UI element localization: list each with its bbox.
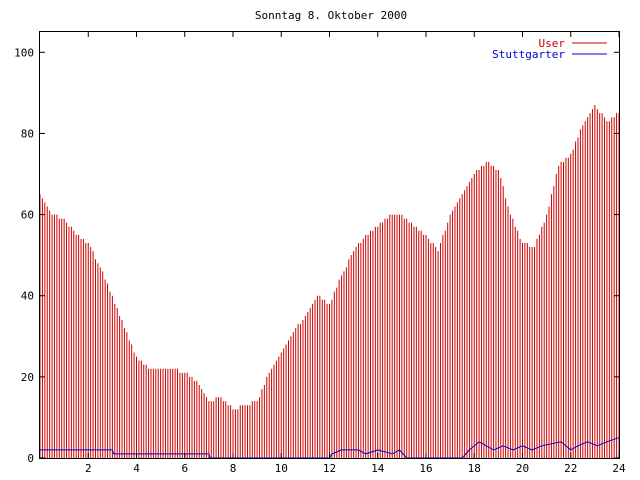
chart-title: Sonntag 8. Oktober 2000 xyxy=(255,9,407,22)
x-tick-label: 4 xyxy=(133,462,140,475)
y-tick-label: 0 xyxy=(27,452,34,465)
legend: User Stuttgarter xyxy=(492,37,607,61)
y-tick-label: 80 xyxy=(21,127,34,140)
y-tick-label: 100 xyxy=(14,46,34,59)
legend-label-stuttgarter: Stuttgarter xyxy=(492,48,565,61)
x-tick-label: 16 xyxy=(419,462,432,475)
x-tick-label: 14 xyxy=(371,462,385,475)
y-tick-label: 60 xyxy=(21,209,34,222)
x-tick-label: 12 xyxy=(323,462,336,475)
x-tick-label: 2 xyxy=(85,462,92,475)
x-tick-label: 6 xyxy=(181,462,188,475)
x-tick-label: 8 xyxy=(230,462,237,475)
user-series xyxy=(39,105,620,458)
x-tick-label: 20 xyxy=(516,462,529,475)
x-tick-label: 18 xyxy=(468,462,481,475)
x-tick-label: 10 xyxy=(275,462,288,475)
y-tick-label: 40 xyxy=(21,290,34,303)
x-tick-label: 22 xyxy=(564,462,577,475)
legend-label-user: User xyxy=(539,37,566,50)
y-tick-label: 20 xyxy=(21,371,34,384)
x-tick-label: 24 xyxy=(612,462,626,475)
plot-frame xyxy=(39,31,620,459)
